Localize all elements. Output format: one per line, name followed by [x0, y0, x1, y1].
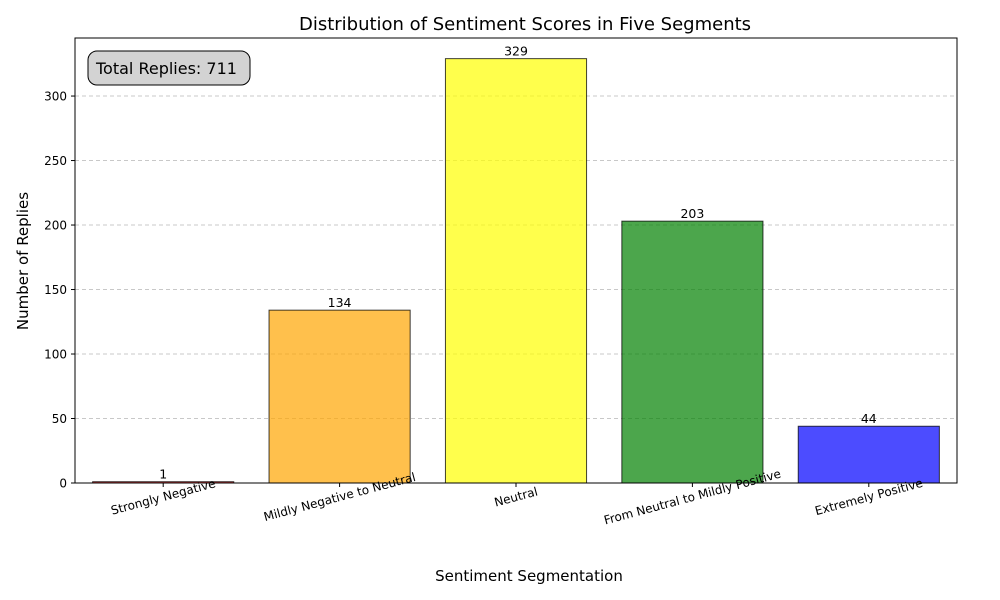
total-replies-annotation: Total Replies: 711 — [87, 50, 251, 86]
bar-value-label: 44 — [861, 411, 877, 426]
y-tick-label: 150 — [44, 283, 67, 297]
chart-title: Distribution of Sentiment Scores in Five… — [299, 14, 751, 35]
y-axis-title: Number of Replies — [14, 192, 32, 330]
plot-frame — [74, 37, 958, 484]
bar — [268, 309, 411, 484]
bar — [444, 58, 588, 484]
x-tick-label: Neutral — [493, 485, 539, 510]
y-tick-label: 0 — [59, 477, 67, 491]
y-tick-label: 50 — [52, 412, 67, 426]
annotation-box-background — [87, 50, 251, 86]
y-tick-label: 250 — [44, 154, 67, 168]
bar — [621, 220, 764, 484]
y-tick-label: 100 — [44, 348, 67, 362]
bar-value-label: 329 — [504, 44, 528, 59]
y-tick-label: 200 — [44, 219, 67, 233]
bar-value-label: 1 — [159, 467, 167, 482]
bars — [92, 58, 940, 484]
total-replies-text: Total Replies: 711 — [95, 59, 237, 78]
bar-value-label: 134 — [328, 295, 352, 310]
bar-value-label: 203 — [680, 206, 704, 221]
y-tick-label: 300 — [44, 90, 67, 104]
data-labels: 1 134 329 203 44 — [159, 44, 877, 482]
bar — [797, 425, 940, 484]
x-axis-title: Sentiment Segmentation — [435, 567, 623, 585]
